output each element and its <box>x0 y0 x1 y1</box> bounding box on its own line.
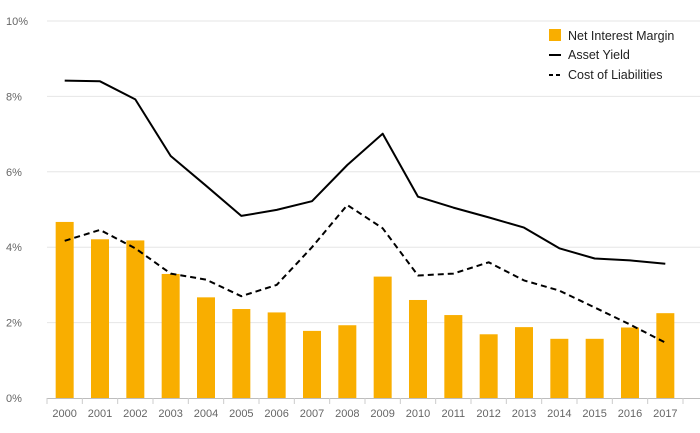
bar-net-interest-margin <box>267 312 286 398</box>
legend-swatch-net-interest-margin <box>549 29 561 41</box>
x-tick-label: 2009 <box>370 408 394 420</box>
x-tick-label: 2014 <box>547 408 571 420</box>
bar-net-interest-margin <box>550 338 569 398</box>
y-tick-label: 4% <box>6 242 22 254</box>
line-asset-yield <box>64 79 666 265</box>
bar-net-interest-margin <box>409 299 427 398</box>
x-tick-label: 2003 <box>158 408 182 420</box>
legend-label-net-interest-margin: Net Interest Margin <box>568 29 674 43</box>
gridlines <box>47 20 700 324</box>
bar-series-net-interest-margin <box>55 221 675 398</box>
x-tick-label: 2000 <box>52 408 76 420</box>
x-tick-label: 2007 <box>300 408 324 420</box>
line-series <box>64 79 666 344</box>
x-tick-label: 2005 <box>229 408 253 420</box>
bar-net-interest-margin <box>338 325 357 398</box>
bar-net-interest-margin <box>232 309 251 398</box>
bar-net-interest-margin <box>585 338 604 398</box>
y-tick-label: 8% <box>6 91 22 103</box>
y-tick-label: 0% <box>6 393 22 405</box>
x-tick-label: 2012 <box>476 408 500 420</box>
bar-net-interest-margin <box>161 273 180 398</box>
x-tick-label: 2017 <box>653 408 677 420</box>
axes: 0% 2% 4% 6% 8% 10% 2000 2001 2002 2003 2004 2005 200… <box>6 16 700 420</box>
bar-net-interest-margin <box>126 240 145 398</box>
bar-net-interest-margin <box>479 334 498 398</box>
x-tick-label: 2006 <box>264 408 288 420</box>
x-tick-label: 2016 <box>618 408 642 420</box>
x-tick-label: 2013 <box>512 408 536 420</box>
y-tick-label: 10% <box>6 16 28 28</box>
legend-label-asset-yield: Asset Yield <box>568 48 630 62</box>
x-tick-label: 2015 <box>582 408 606 420</box>
bar-net-interest-margin <box>303 330 321 398</box>
bar-net-interest-margin <box>55 221 74 398</box>
legend: Net Interest Margin Asset Yield Cost of … <box>549 29 674 82</box>
bar-net-interest-margin <box>373 276 392 398</box>
x-tick-label: 2011 <box>442 408 466 420</box>
x-tick-label: 2008 <box>335 408 359 420</box>
bar-net-interest-margin <box>515 327 533 398</box>
bar-net-interest-margin <box>621 327 639 398</box>
bar-net-interest-margin <box>656 313 675 398</box>
y-tick-label: 2% <box>6 318 22 330</box>
y-tick-label: 6% <box>6 167 22 179</box>
legend-label-cost-of-liabilities: Cost of Liabilities <box>568 68 663 82</box>
x-tick-label: 2002 <box>123 408 147 420</box>
line-cost-of-liabilities <box>64 204 666 344</box>
bar-net-interest-margin <box>91 239 109 398</box>
bar-net-interest-margin <box>197 297 215 398</box>
x-tick-label: 2004 <box>194 408 218 420</box>
x-tick-label: 2001 <box>88 408 112 420</box>
bar-net-interest-margin <box>444 315 463 398</box>
x-tick-label: 2010 <box>406 408 430 420</box>
